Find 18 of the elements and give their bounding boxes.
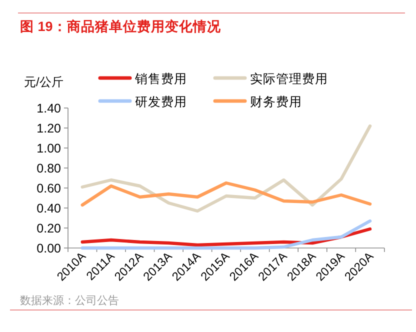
legend-label: 销售费用 (134, 72, 187, 86)
legend-label: 实际管理费用 (250, 72, 328, 86)
y-tick-label: 0.60 (36, 182, 62, 196)
y-tick-label: 1.00 (36, 142, 62, 156)
y-tick-label: 0.20 (36, 222, 62, 236)
legend-label: 财务费用 (250, 95, 302, 109)
y-tick-label: 1.20 (36, 122, 62, 136)
y-axis-title: 元/公斤 (24, 75, 64, 89)
line-series (80, 181, 372, 207)
chart-title: 图 19：商品猪单位费用变化情况 (20, 18, 222, 34)
y-tick-label: 0.80 (36, 162, 62, 176)
y-tick-label: 0.40 (36, 202, 62, 216)
line-series (80, 219, 372, 250)
source-note: 数据来源：公司公告 (20, 294, 119, 307)
line-series (80, 124, 372, 213)
y-tick-label: 0.00 (36, 242, 62, 256)
y-tick-label: 1.40 (36, 102, 62, 116)
legend-label: 研发费用 (135, 95, 187, 109)
